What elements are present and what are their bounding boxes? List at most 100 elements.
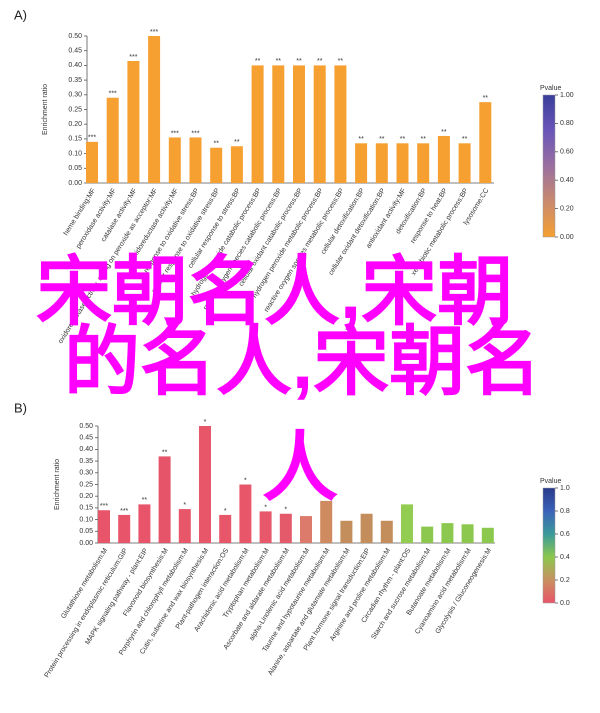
bar: [441, 523, 454, 543]
x-tick-label: peroxidase activity:MF: [75, 187, 118, 250]
bar: [481, 527, 494, 543]
bar: [479, 102, 492, 183]
significance-label: ***: [109, 91, 117, 98]
y-tick-label: 0.20: [68, 121, 82, 128]
bar: [219, 514, 232, 543]
colorbar-tick-label: 0.00: [560, 234, 574, 241]
colorbar-title: Pvalue: [540, 85, 562, 92]
significance-label: ***: [129, 54, 137, 61]
significance-label: **: [234, 139, 240, 146]
significance-label: **: [379, 136, 385, 143]
bar: [199, 426, 211, 543]
y-tick-label: 0.35: [68, 77, 82, 84]
significance-label: **: [420, 136, 426, 143]
significance-label: ***: [100, 503, 108, 510]
bar: [86, 141, 98, 183]
significance-label: *: [244, 477, 247, 484]
bar: [320, 500, 333, 543]
bar: [421, 526, 434, 543]
y-tick-label: 0.25: [68, 106, 82, 113]
colorbar-tick-label: 0.60: [560, 149, 574, 156]
y-tick-label: 0.10: [68, 150, 82, 157]
bar: [396, 143, 409, 183]
panel-label: A): [14, 7, 27, 22]
significance-label: ***: [120, 508, 128, 515]
bar: [239, 484, 252, 543]
significance-label: **: [441, 129, 447, 136]
bar: [272, 65, 285, 183]
bar: [340, 520, 353, 543]
bar: [313, 65, 326, 183]
bar: [380, 520, 393, 543]
bar: [168, 137, 181, 183]
significance-label: **: [296, 58, 302, 65]
bar: [98, 510, 110, 543]
bar: [458, 143, 471, 183]
significance-label: **: [317, 58, 323, 65]
bar: [210, 147, 223, 183]
significance-label: **: [338, 58, 344, 65]
bar: [158, 456, 171, 543]
significance-label: *: [224, 508, 227, 515]
bar: [300, 516, 312, 543]
colorbar-tick-label: 0.20: [560, 205, 574, 212]
y-tick-label: 0.15: [68, 136, 82, 143]
panel-label: B): [14, 400, 27, 415]
y-tick-label: 0.05: [79, 528, 93, 535]
colorbar-title: Pvalue: [540, 478, 562, 485]
colorbar-tick-label: 0.6: [560, 531, 570, 538]
bar: [360, 513, 373, 543]
bar: [293, 65, 305, 183]
y-tick-label: 0.40: [68, 62, 82, 69]
significance-label: **: [462, 136, 468, 143]
y-tick-label: 0.35: [79, 458, 93, 465]
colorbar-tick-label: 0.0: [560, 600, 570, 607]
colorbar: [542, 487, 556, 604]
bar: [178, 509, 191, 543]
significance-label: **: [142, 497, 148, 504]
bar: [375, 143, 388, 183]
significance-label: **: [162, 449, 168, 456]
x-tick-label: response to heat:BP: [410, 187, 450, 245]
colorbar-tick-label: 0.8: [560, 508, 570, 515]
colorbar-tick-label: 0.2: [560, 577, 570, 584]
x-tick-label: antioxidant activity:MF: [365, 187, 408, 249]
bar: [334, 65, 347, 183]
bar: [189, 137, 202, 183]
colorbar-tick-label: 0.4: [560, 554, 570, 561]
bar: [118, 514, 131, 543]
bar: [355, 143, 368, 183]
y-tick-label: 0.40: [79, 446, 93, 453]
y-tick-label: 0.30: [79, 470, 93, 477]
bar: [401, 504, 413, 543]
colorbar-tick-label: 0.80: [560, 120, 574, 127]
y-axis-title: Enrichment ratio: [54, 459, 61, 510]
significance-label: **: [400, 136, 406, 143]
significance-label: *: [204, 419, 207, 426]
y-tick-label: 0.25: [79, 481, 93, 488]
y-tick-label: 0.00: [68, 180, 82, 187]
significance-label: ***: [191, 130, 199, 137]
y-tick-label: 0.10: [79, 516, 93, 523]
overlay-text: 的名人,宋朝名: [64, 320, 541, 405]
significance-label: ***: [88, 135, 96, 142]
significance-label: **: [483, 95, 489, 102]
overlay-text: 人: [262, 426, 338, 511]
y-tick-label: 0.45: [79, 435, 93, 442]
y-tick-label: 0.20: [79, 493, 93, 500]
bar: [106, 97, 119, 183]
significance-label: ***: [171, 130, 179, 137]
colorbar: [542, 94, 556, 238]
significance-label: **: [213, 141, 219, 148]
bar: [279, 513, 292, 543]
significance-label: *: [284, 507, 287, 514]
overlay: 宋朝名人,宋朝 的名人,宋朝名 人: [36, 250, 541, 511]
bar: [127, 60, 140, 183]
y-tick-label: 0.30: [68, 92, 82, 99]
significance-label: **: [358, 136, 364, 143]
y-tick-label: 0.45: [68, 48, 82, 55]
y-tick-label: 0.50: [68, 33, 82, 40]
significance-label: **: [255, 58, 261, 65]
bar: [437, 135, 450, 183]
bar: [417, 143, 430, 183]
